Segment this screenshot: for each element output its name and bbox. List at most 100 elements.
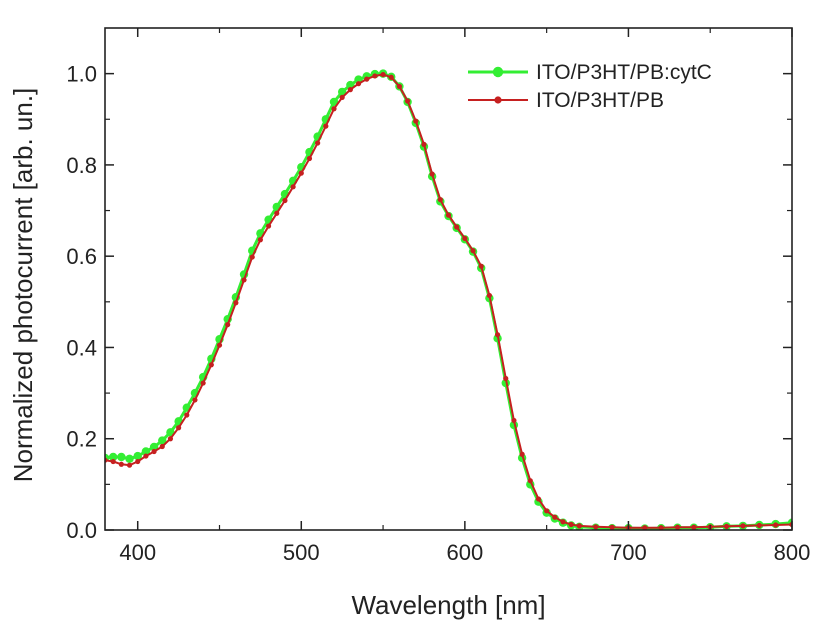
data-point — [413, 118, 419, 124]
data-point — [568, 521, 574, 528]
x-axis-title: Wavelength [nm] — [351, 590, 545, 620]
data-point — [511, 417, 517, 424]
y-tick-label: 0.2 — [66, 427, 97, 452]
data-point — [159, 443, 165, 450]
y-tick-label: 1.0 — [66, 62, 97, 87]
data-point — [674, 524, 681, 530]
legend-item: ITO/P3HT/PB:cytC — [468, 61, 712, 84]
data-point — [552, 514, 558, 520]
y-tick-label: 0.8 — [66, 153, 97, 178]
data-point — [576, 523, 582, 529]
y-tick-label: 0.6 — [66, 244, 97, 269]
data-point — [133, 451, 142, 461]
data-point — [331, 106, 337, 112]
data-point — [527, 478, 533, 484]
data-point — [454, 224, 460, 230]
y-tick-label: 0.4 — [66, 335, 97, 360]
data-point — [593, 524, 599, 530]
legend: ITO/P3HT/PB:cytC ITO/P3HT/PB — [468, 61, 712, 112]
data-point — [200, 380, 206, 386]
legend-label: ITO/P3HT/PB — [536, 89, 664, 112]
data-point — [151, 448, 157, 455]
data-point — [208, 362, 214, 368]
data-point — [184, 412, 190, 418]
legend-item: ITO/P3HT/PB — [468, 89, 664, 112]
data-point — [265, 223, 272, 229]
data-point — [339, 94, 345, 100]
data-point — [560, 519, 566, 525]
series-layer — [105, 69, 792, 530]
data-point — [290, 184, 296, 190]
data-point — [167, 436, 174, 442]
legend-swatch-marker — [492, 66, 504, 78]
data-point — [117, 452, 126, 462]
data-point — [503, 375, 509, 382]
data-point — [323, 123, 329, 129]
data-point — [143, 453, 149, 459]
data-point — [642, 525, 648, 530]
series-pb — [105, 71, 792, 530]
data-point — [125, 454, 134, 464]
data-point — [110, 458, 116, 465]
data-point — [108, 452, 118, 462]
data-point — [396, 83, 403, 90]
data-point — [225, 322, 231, 328]
data-point — [437, 196, 443, 203]
data-point — [740, 523, 746, 529]
legend-swatch-marker — [494, 96, 502, 104]
y-axis-title: Normalized photocurrent [arb. un.] — [8, 88, 38, 483]
data-point — [462, 235, 468, 241]
data-point — [337, 87, 347, 97]
series-line — [105, 73, 792, 529]
x-tick-label: 400 — [119, 540, 156, 565]
data-point — [519, 451, 525, 457]
data-point — [141, 447, 151, 456]
y-axis-ticks: 0.0 0.2 0.4 0.6 0.8 1.0 — [66, 62, 792, 543]
data-point — [691, 524, 697, 530]
data-point — [282, 197, 288, 204]
data-point — [478, 263, 484, 269]
data-point — [118, 461, 124, 467]
data-point — [257, 237, 263, 243]
data-point — [192, 397, 198, 403]
data-point — [135, 458, 141, 465]
data-point — [355, 81, 362, 87]
data-point — [216, 342, 223, 348]
data-point — [658, 525, 664, 530]
data-point — [470, 248, 476, 254]
x-tick-label: 600 — [446, 540, 483, 565]
x-tick-label: 700 — [610, 540, 647, 565]
legend-label: ITO/P3HT/PB:cytC — [536, 61, 712, 84]
data-point — [388, 74, 394, 80]
data-point — [429, 171, 435, 177]
data-point — [372, 73, 378, 79]
data-point — [315, 140, 321, 146]
data-point — [445, 212, 452, 218]
data-point — [149, 442, 159, 452]
data-point — [298, 170, 304, 176]
data-point — [405, 98, 411, 104]
data-point — [364, 76, 370, 82]
data-point — [176, 425, 182, 431]
x-tick-label: 500 — [283, 540, 320, 565]
data-point — [486, 292, 492, 299]
data-point — [274, 210, 280, 216]
data-point — [233, 300, 239, 306]
data-point — [723, 523, 730, 529]
data-point — [126, 462, 133, 468]
data-point — [544, 508, 550, 514]
data-point — [249, 254, 255, 260]
data-point — [609, 524, 615, 530]
x-axis-ticks: 400 500 600 700 800 — [119, 28, 810, 565]
data-point — [535, 496, 542, 502]
data-point — [329, 97, 339, 107]
data-point — [756, 522, 762, 529]
data-point — [347, 87, 353, 93]
x-tick-label: 800 — [774, 540, 811, 565]
data-point — [241, 277, 247, 283]
data-point — [158, 436, 167, 445]
plot-frame — [104, 27, 793, 531]
data-point — [773, 522, 779, 528]
data-point — [494, 332, 501, 338]
